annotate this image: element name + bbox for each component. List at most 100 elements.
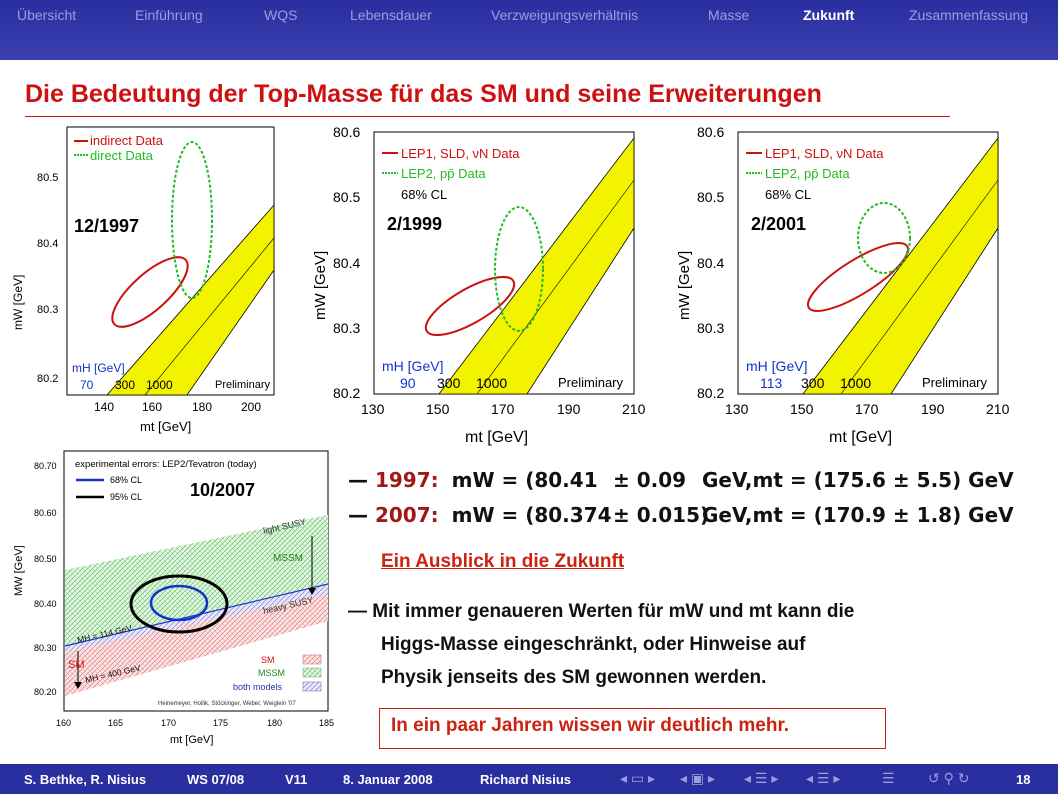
p2001-ytick: 80.6	[697, 124, 724, 140]
p2007-mssm-region	[65, 515, 328, 646]
nav-item-einfuehrung[interactable]: Einführung	[135, 7, 203, 23]
result-2007-mt: GeV,mt = (170.9 ± 1.8) GeV	[702, 503, 1014, 527]
p1999-xtick: 170	[491, 401, 515, 417]
result-2007: — 2007: mW = (80.374 ± 0.015) GeV,mt = (…	[348, 503, 1014, 527]
p2007-sm-region	[65, 584, 328, 696]
p2007-date-label: 10/2007	[190, 480, 255, 500]
p2007-xtick: 170	[161, 718, 176, 728]
footer-semester: WS 07/08	[187, 772, 245, 787]
p2007-xlabel: mt [GeV]	[170, 734, 213, 746]
p2007-legend-title: experimental errors: LEP2/Tevatron (toda…	[75, 459, 257, 470]
p2001-mh-value: 300	[801, 375, 825, 391]
p1997-xtick: 160	[142, 400, 162, 414]
p2007-legend-68: 68% CL	[110, 475, 142, 485]
footer-authors: S. Bethke, R. Nisius	[24, 772, 147, 787]
nav-item-masse[interactable]: Masse	[708, 7, 750, 23]
p1999-mh-value: 1000	[476, 375, 507, 391]
p2001-mh-value: 1000	[840, 375, 871, 391]
p1999-mh-value: 90	[400, 375, 416, 391]
p2007-95cl-contour	[129, 574, 229, 634]
nav-prev-section-icon[interactable]: ◂ ☰ ▸	[806, 770, 841, 786]
p2001-ytick: 80.3	[697, 320, 724, 336]
outlook-line3: Physik jenseits des SM gewonnen werden.	[381, 667, 767, 688]
p2007-ytick: 80.60	[34, 508, 57, 518]
p2007-legend-95: 95% CL	[110, 492, 142, 502]
nav-item-lebensdauer[interactable]: Lebensdauer	[350, 7, 432, 23]
p2001-indirect-contour	[806, 242, 910, 312]
nav-item-zukunft[interactable]: Zukunft	[803, 7, 855, 23]
p1997-ytick: 80.3	[37, 304, 58, 316]
title-underline	[25, 116, 950, 117]
footer-page-number: 18	[1016, 772, 1031, 787]
plot-2001: mW [GeV] 80.6 80.5 80.4 80.3 80.2 LEP1, …	[676, 124, 1010, 446]
result-1997-mw: (80.41	[525, 468, 598, 492]
p1997-legend-direct: direct Data	[90, 148, 154, 163]
p1997-indirect-contour	[111, 256, 189, 328]
p1999-legend-lep1: LEP1, SLD, νN Data	[401, 146, 520, 161]
p2007-xtick: 165	[108, 718, 123, 728]
p2007-ytick: 80.40	[34, 599, 57, 609]
nav-prev-subsection-icon[interactable]: ◂ ☰ ▸	[744, 770, 779, 786]
p1999-direct-contour	[494, 206, 544, 332]
p1997-ylabel: mW [GeV]	[11, 275, 25, 330]
footer-bar: S. Bethke, R. Nisius WS 07/08 V11 8. Jan…	[0, 764, 1058, 794]
outlook-heading: Ein Ausblick in die Zukunft	[381, 551, 625, 572]
p1999-ytick: 80.5	[333, 189, 360, 205]
p1997-legend-indirect: indirect Data	[90, 133, 164, 148]
p1999-xtick: 130	[361, 401, 385, 417]
result-2007-year: 2007	[374, 503, 431, 527]
p2007-ylabel: MW [GeV]	[13, 545, 25, 596]
p1999-ytick: 80.4	[333, 255, 360, 271]
p2001-mh-label: mH [GeV]	[746, 358, 807, 374]
footer-lecture: V11	[285, 772, 308, 787]
p2007-68cl-contour	[149, 584, 209, 622]
result-colon: :	[430, 468, 439, 492]
p1999-mh-label: mH [GeV]	[382, 358, 443, 374]
p2001-legend-lep2: LEP2, pp̄ Data	[765, 166, 850, 181]
nav-prev-frame-icon[interactable]: ◂ ▭ ▸	[620, 770, 656, 786]
p2001-xtick: 150	[790, 401, 814, 417]
p2001-preliminary: Preliminary	[922, 375, 988, 390]
nav-item-wqs[interactable]: WQS	[264, 7, 298, 23]
p1999-indirect-contour	[424, 275, 516, 337]
p1999-xlabel: mt [GeV]	[465, 429, 528, 446]
p2007-xtick: 185	[319, 718, 334, 728]
nav-toc-icon[interactable]: ☰	[882, 770, 895, 786]
p2001-legend-lep1: LEP1, SLD, νN Data	[765, 146, 884, 161]
p1997-mh-value: 300	[115, 378, 135, 392]
p2001-ytick: 80.2	[697, 385, 724, 401]
p2001-xlabel: mt [GeV]	[829, 429, 892, 446]
p2001-direct-contour	[857, 202, 911, 274]
nav-back-search-icon[interactable]: ↺ ⚲ ↻	[928, 770, 970, 786]
p2007-legend-sm: SM	[261, 655, 275, 665]
p1997-mh-value: 1000	[146, 378, 173, 392]
p1999-ytick: 80.2	[333, 385, 360, 401]
nav-item-zusammenfassung[interactable]: Zusammenfassung	[909, 7, 1029, 23]
p2001-date-label: 2/2001	[751, 214, 806, 234]
top-navigation-bar: Übersicht Einführung WQS Lebensdauer Ver…	[0, 0, 1058, 60]
footer-speaker: Richard Nisius	[480, 772, 572, 787]
p2001-ytick: 80.5	[697, 189, 724, 205]
nav-prev-slide-icon[interactable]: ◂ ▣ ▸	[680, 770, 716, 786]
p1999-xtick: 210	[622, 401, 646, 417]
p1997-sm-band	[106, 203, 275, 396]
result-1997-mw-symbol: mW =	[451, 468, 526, 492]
result-1997-year: 1997	[374, 468, 431, 492]
p2007-credit: Heinemeyer, Hollik, Stöckinger, Weber, W…	[158, 701, 296, 707]
result-1997-mw-err: ± 0.09	[613, 468, 687, 492]
p2007-xtick: 175	[213, 718, 228, 728]
result-1997: — 1997: mW = (80.41 ± 0.09 GeV,mt = (175…	[348, 468, 1014, 492]
nav-item-uebersicht[interactable]: Übersicht	[17, 7, 77, 23]
p2001-xtick: 190	[921, 401, 945, 417]
p1997-mh-label: mH [GeV]	[72, 361, 125, 375]
p2001-mh-value: 113	[760, 375, 783, 391]
p2001-xtick: 170	[855, 401, 879, 417]
p1997-preliminary: Preliminary	[215, 379, 271, 391]
p2007-ytick: 80.30	[34, 643, 57, 653]
p2001-sm-band	[802, 136, 999, 395]
plot-2007: MW [GeV] 80.70 80.60 80.50 80.40 80.30 8…	[13, 450, 334, 746]
p2007-ytick: 80.70	[34, 461, 57, 471]
p2007-mssm-label: MSSM	[273, 553, 303, 564]
p2001-ytick: 80.4	[697, 255, 724, 271]
nav-item-verzweigungsverhaeltnis[interactable]: Verzweigungsverhältnis	[491, 7, 639, 23]
